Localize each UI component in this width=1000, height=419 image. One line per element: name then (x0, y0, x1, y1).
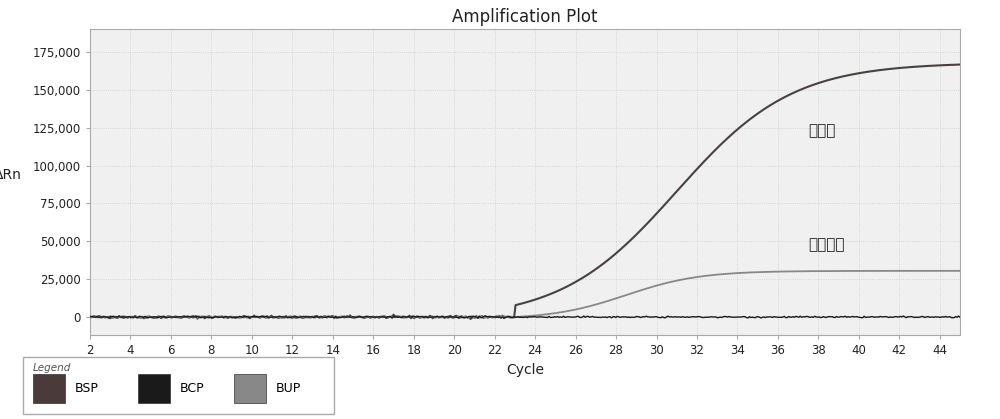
FancyBboxPatch shape (23, 357, 334, 414)
Text: 北柴胡: 北柴胡 (808, 123, 836, 138)
FancyBboxPatch shape (33, 374, 65, 403)
FancyBboxPatch shape (234, 374, 266, 403)
Text: 通用探针: 通用探针 (808, 237, 845, 252)
Text: BSP: BSP (74, 382, 98, 395)
Text: BCP: BCP (180, 382, 205, 395)
Y-axis label: ΔRn: ΔRn (0, 168, 22, 182)
X-axis label: Cycle: Cycle (506, 363, 544, 377)
Title: Amplification Plot: Amplification Plot (452, 8, 598, 26)
Text: Legend: Legend (33, 363, 71, 373)
FancyBboxPatch shape (138, 374, 170, 403)
Text: BUP: BUP (276, 382, 301, 395)
